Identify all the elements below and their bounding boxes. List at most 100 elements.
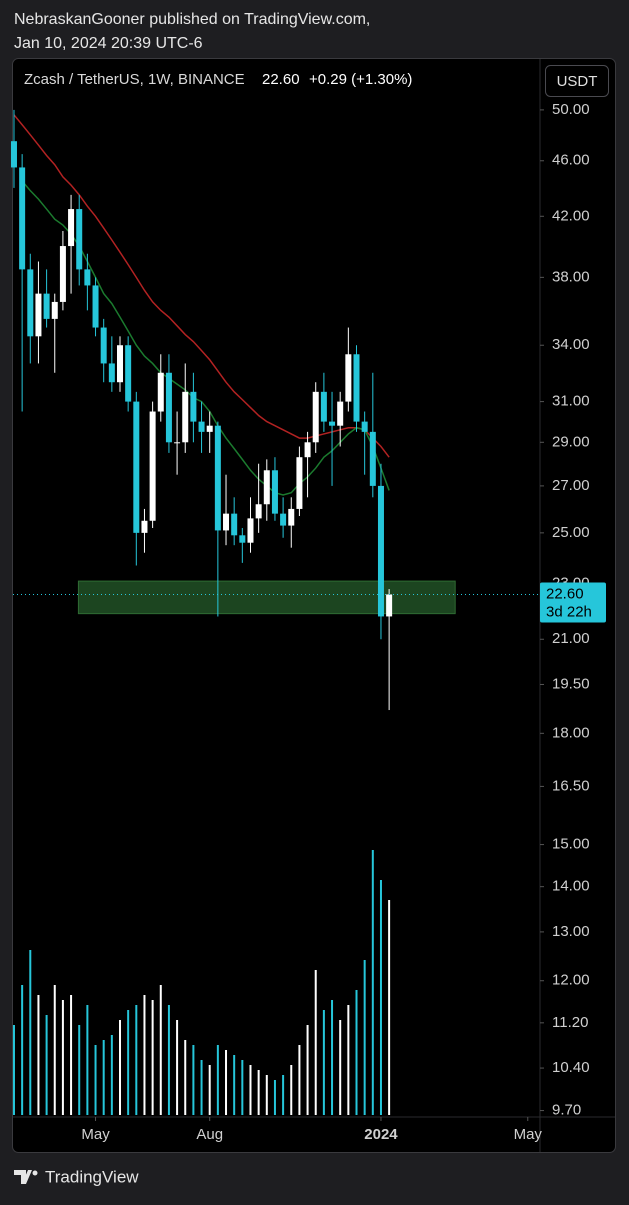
candle-body	[280, 513, 287, 526]
y-tick-label: 19.50	[552, 675, 590, 692]
volume-bar	[249, 1065, 252, 1115]
y-tick-label: 21.00	[552, 630, 590, 647]
volume-bar	[176, 1020, 179, 1115]
price-change: +0.29 (+1.30%)	[309, 71, 412, 88]
moving-average	[13, 114, 390, 458]
volume-bar	[12, 1025, 15, 1115]
volume-bar	[282, 1075, 285, 1115]
y-tick-label: 42.00	[552, 207, 590, 224]
volume-bar	[127, 1010, 130, 1115]
candle-body	[27, 269, 34, 337]
candle-body	[271, 470, 278, 514]
plot	[10, 109, 544, 1121]
candle-body	[337, 401, 344, 426]
y-tick-label: 13.00	[552, 923, 590, 940]
volume-bar	[306, 1025, 309, 1115]
candle-body	[100, 327, 107, 364]
volume-bar	[151, 1000, 154, 1115]
candle-body	[125, 345, 132, 402]
volume-bar	[290, 1065, 293, 1115]
volume-bar	[208, 1065, 211, 1115]
candle-body	[223, 513, 230, 531]
candle-body	[92, 285, 99, 328]
volume-bar	[192, 1045, 195, 1115]
candle-body	[59, 246, 66, 302]
candle-body	[149, 411, 156, 521]
logo-mark	[14, 1170, 32, 1184]
symbol: Zcash / TetherUS, 1W, BINANCE	[24, 71, 245, 88]
y-tick-label: 29.00	[552, 433, 590, 450]
x-tick-label: May	[514, 1126, 543, 1143]
y-tick-label: 27.00	[552, 477, 590, 494]
y-tick-label: 14.00	[552, 878, 590, 895]
volume-bar	[371, 850, 374, 1115]
y-tick-label: 25.00	[552, 524, 590, 541]
support-zone	[77, 580, 456, 615]
candle-body	[19, 167, 26, 270]
candle-body	[369, 431, 376, 486]
volume-bar	[159, 985, 162, 1115]
volume-bar	[273, 1080, 276, 1115]
volume-bar	[298, 1045, 301, 1115]
volume-bar	[225, 1050, 228, 1115]
candle-body	[165, 372, 172, 443]
candle-body	[263, 470, 270, 505]
candle-body	[386, 594, 393, 617]
candle-body	[345, 354, 352, 402]
volume-bar	[347, 1005, 350, 1115]
x-tick-label: Aug	[196, 1126, 223, 1143]
candle-body	[304, 442, 311, 458]
y-tick-label: 12.00	[552, 972, 590, 989]
volume-bar	[94, 1045, 97, 1115]
candle-body	[43, 293, 50, 319]
logo-dot	[32, 1170, 38, 1176]
volume-bar	[379, 880, 382, 1115]
currency-label[interactable]: USDT	[557, 73, 598, 90]
candle-body	[353, 354, 360, 422]
y-tick-label: 34.00	[552, 336, 590, 353]
volume-bar	[184, 1040, 187, 1115]
volume-bar	[118, 1020, 121, 1115]
volume-bar	[29, 950, 32, 1115]
candle-body	[255, 504, 262, 519]
countdown: 3d 22h	[546, 603, 592, 620]
candle-body	[312, 391, 319, 443]
candle-body	[329, 421, 336, 426]
volume-bar	[257, 1070, 260, 1115]
volume-bar	[167, 1005, 170, 1115]
volume-bar	[233, 1055, 236, 1115]
candle-body	[10, 141, 17, 168]
volume-bar	[61, 1000, 64, 1115]
candle-body	[116, 345, 123, 383]
volume-bar	[143, 995, 146, 1115]
volume-bar	[110, 1035, 113, 1115]
candle-body	[190, 391, 197, 422]
last-price-badge	[540, 582, 606, 623]
candle-body	[377, 485, 384, 617]
y-tick-label: 15.00	[552, 836, 590, 853]
volume-bar	[388, 900, 391, 1115]
candle-body	[296, 457, 303, 509]
volume-bar	[331, 1000, 334, 1115]
candle-body	[51, 301, 58, 319]
volume-bar	[339, 1020, 342, 1115]
last-price: 22.60	[262, 71, 300, 88]
candle-body	[361, 421, 368, 432]
volume-bar	[78, 1025, 81, 1115]
x-tick-label: 2024	[364, 1126, 398, 1143]
moving-average	[21, 180, 390, 496]
candle-body	[231, 513, 238, 536]
candle-body	[157, 372, 164, 412]
candle-body	[84, 269, 91, 286]
volume-bar	[21, 985, 24, 1115]
volume-bar	[322, 1010, 325, 1115]
volume-bar	[45, 1015, 48, 1115]
volume-bar	[355, 990, 358, 1115]
volume-bar	[265, 1075, 268, 1115]
volume-bar	[135, 1005, 138, 1115]
candle-body	[198, 421, 205, 432]
candle-body	[68, 209, 75, 247]
publish-date: Jan 10, 2024 20:39 UTC-6	[14, 35, 203, 52]
currency-button[interactable]	[545, 65, 609, 97]
